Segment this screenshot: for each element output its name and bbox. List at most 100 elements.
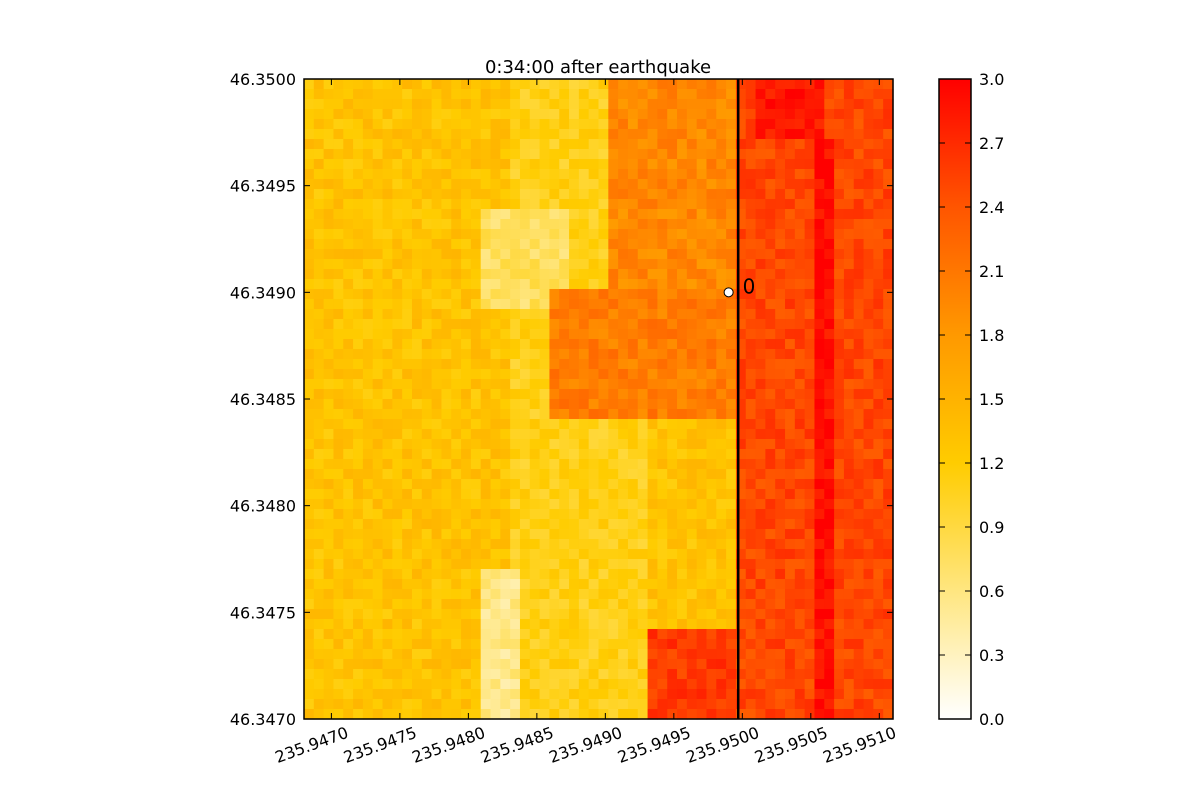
heatmap-cell bbox=[794, 649, 806, 660]
heatmap-cell bbox=[529, 199, 541, 210]
heatmap-cell bbox=[608, 549, 619, 560]
heatmap-cell bbox=[667, 89, 678, 100]
heatmap-cell bbox=[578, 419, 590, 430]
heatmap-cell bbox=[588, 449, 600, 460]
heatmap-cell bbox=[362, 89, 374, 100]
heatmap-cell bbox=[775, 509, 786, 520]
heatmap-cell bbox=[313, 539, 325, 550]
heatmap-cell bbox=[431, 469, 443, 480]
heatmap-cell bbox=[696, 129, 708, 140]
heatmap-cell bbox=[343, 379, 354, 390]
heatmap-cell bbox=[421, 349, 433, 360]
heatmap-cell bbox=[873, 599, 884, 610]
heatmap-cell bbox=[637, 349, 649, 360]
heatmap-cell bbox=[755, 169, 766, 180]
heatmap-cell bbox=[883, 199, 894, 210]
heatmap-cell bbox=[313, 359, 325, 370]
heatmap-cell bbox=[519, 229, 531, 240]
heatmap-cell bbox=[559, 249, 570, 260]
heatmap-cell bbox=[333, 159, 344, 170]
heatmap-cell bbox=[804, 499, 816, 510]
heatmap-cell bbox=[873, 279, 884, 290]
heatmap-cell bbox=[627, 159, 639, 170]
heatmap-cell bbox=[304, 509, 315, 520]
heatmap-cell bbox=[588, 529, 600, 540]
heatmap-cell bbox=[853, 659, 865, 670]
heatmap-cell bbox=[431, 689, 443, 700]
heatmap-cell bbox=[814, 139, 825, 150]
heatmap-cell bbox=[519, 599, 531, 610]
heatmap-cell bbox=[627, 479, 639, 490]
heatmap-cell bbox=[578, 659, 590, 670]
heatmap-cell bbox=[490, 499, 501, 510]
heatmap-cell bbox=[863, 669, 874, 680]
heatmap-cell bbox=[569, 299, 580, 310]
heatmap-cell bbox=[794, 139, 806, 150]
heatmap-cell bbox=[824, 439, 835, 450]
heatmap-cell bbox=[716, 669, 727, 680]
heatmap-cell bbox=[411, 259, 423, 270]
heatmap-cell bbox=[765, 239, 776, 250]
heatmap-cell bbox=[618, 79, 629, 90]
heatmap-cell bbox=[765, 249, 776, 260]
heatmap-cell bbox=[735, 579, 747, 590]
heatmap-cell bbox=[304, 679, 315, 690]
heatmap-cell bbox=[510, 239, 521, 250]
heatmap-cell bbox=[627, 519, 639, 530]
heatmap-cell bbox=[755, 79, 766, 90]
heatmap-cell bbox=[559, 609, 570, 620]
heatmap-cell bbox=[785, 359, 796, 370]
heatmap-cell bbox=[510, 659, 521, 670]
heatmap-cell bbox=[500, 389, 511, 400]
heatmap-cell bbox=[755, 509, 766, 520]
heatmap-cell bbox=[726, 239, 737, 250]
heatmap-cell bbox=[627, 409, 639, 420]
heatmap-cell bbox=[333, 659, 344, 670]
heatmap-cell bbox=[421, 209, 433, 220]
heatmap-cell bbox=[372, 539, 384, 550]
heatmap-cell bbox=[726, 199, 737, 210]
heatmap-cell bbox=[696, 149, 708, 160]
heatmap-cell bbox=[667, 399, 678, 410]
heatmap-cell bbox=[745, 699, 757, 710]
heatmap-cell bbox=[372, 569, 384, 580]
heatmap-cell bbox=[500, 569, 511, 580]
heatmap-cell bbox=[333, 499, 344, 510]
heatmap-cell bbox=[775, 79, 786, 90]
heatmap-cell bbox=[637, 329, 649, 340]
heatmap-cell bbox=[313, 449, 325, 460]
heatmap-cell bbox=[559, 659, 570, 670]
heatmap-cell bbox=[735, 599, 747, 610]
heatmap-cell bbox=[510, 399, 521, 410]
heatmap-cell bbox=[304, 639, 315, 650]
heatmap-cell bbox=[549, 329, 560, 340]
heatmap-cell bbox=[618, 129, 629, 140]
heatmap-cell bbox=[765, 489, 776, 500]
heatmap-cell bbox=[853, 499, 865, 510]
heatmap-cell bbox=[539, 689, 551, 700]
heatmap-cell bbox=[647, 349, 658, 360]
heatmap-cell bbox=[333, 279, 344, 290]
heatmap-cell bbox=[637, 149, 649, 160]
heatmap-cell bbox=[794, 399, 806, 410]
heatmap-cell bbox=[500, 509, 511, 520]
heatmap-cell bbox=[824, 319, 835, 330]
heatmap-cell bbox=[333, 579, 344, 590]
heatmap-cell bbox=[706, 489, 717, 500]
heatmap-cell bbox=[402, 389, 413, 400]
heatmap-cell bbox=[785, 709, 796, 720]
heatmap-cell bbox=[304, 589, 315, 600]
heatmap-cell bbox=[529, 489, 541, 500]
heatmap-cell bbox=[569, 169, 580, 180]
heatmap-cell bbox=[382, 589, 393, 600]
heatmap-cell bbox=[843, 429, 855, 440]
heatmap-cell bbox=[578, 599, 590, 610]
heatmap-cell bbox=[873, 409, 884, 420]
heatmap-cell bbox=[873, 299, 884, 310]
heatmap-cell bbox=[883, 699, 894, 710]
heatmap-cell bbox=[785, 139, 796, 150]
heatmap-cell bbox=[863, 589, 874, 600]
heatmap-cell bbox=[539, 609, 551, 620]
heatmap-cell bbox=[735, 479, 747, 490]
heatmap-cell bbox=[313, 549, 325, 560]
